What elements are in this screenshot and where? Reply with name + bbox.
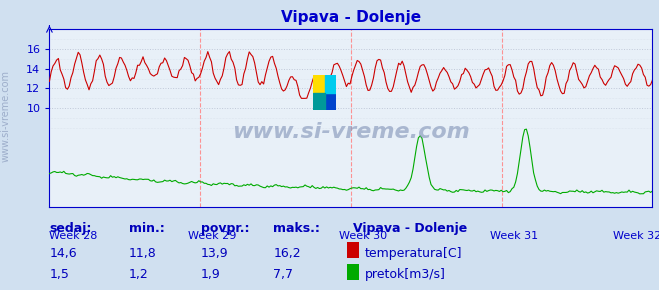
- Text: 16,2: 16,2: [273, 247, 301, 260]
- Text: Week 31: Week 31: [490, 231, 538, 240]
- Title: Vipava - Dolenje: Vipava - Dolenje: [281, 10, 421, 25]
- Text: Week 29: Week 29: [188, 231, 237, 240]
- Text: sedaj:: sedaj:: [49, 222, 92, 235]
- Polygon shape: [313, 93, 325, 110]
- Text: www.si-vreme.com: www.si-vreme.com: [0, 70, 11, 162]
- Text: 1,5: 1,5: [49, 269, 69, 281]
- Text: pretok[m3/s]: pretok[m3/s]: [364, 269, 445, 281]
- Text: povpr.:: povpr.:: [201, 222, 250, 235]
- Text: Week 30: Week 30: [339, 231, 387, 240]
- Text: 11,8: 11,8: [129, 247, 156, 260]
- Text: min.:: min.:: [129, 222, 164, 235]
- Text: 7,7: 7,7: [273, 269, 293, 281]
- Text: Week 28: Week 28: [49, 231, 98, 240]
- Polygon shape: [325, 75, 336, 93]
- Text: 13,9: 13,9: [201, 247, 229, 260]
- Text: Vipava - Dolenje: Vipava - Dolenje: [353, 222, 467, 235]
- Text: 1,9: 1,9: [201, 269, 221, 281]
- Polygon shape: [325, 93, 336, 110]
- Text: 1,2: 1,2: [129, 269, 148, 281]
- Text: maks.:: maks.:: [273, 222, 320, 235]
- Text: temperatura[C]: temperatura[C]: [364, 247, 462, 260]
- Text: 14,6: 14,6: [49, 247, 77, 260]
- Text: www.si-vreme.com: www.si-vreme.com: [232, 122, 470, 142]
- Polygon shape: [313, 75, 325, 93]
- Text: Week 32: Week 32: [614, 231, 659, 240]
